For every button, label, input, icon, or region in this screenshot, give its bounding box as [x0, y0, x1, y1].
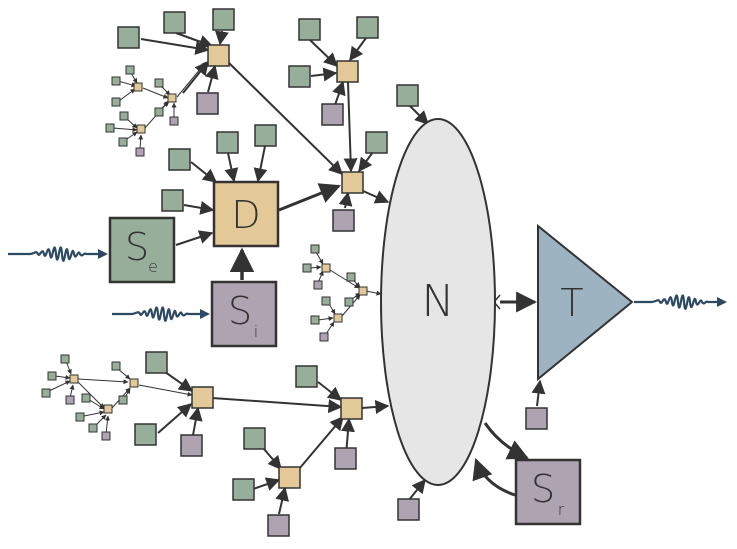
label-Se-sub: e [148, 257, 158, 276]
box-Sr: S r [514, 458, 582, 526]
label-N: N [422, 276, 455, 327]
label-T: T [560, 281, 583, 325]
output-wave [634, 294, 722, 310]
label-Si-main: S [228, 289, 252, 333]
label-Si-sub: i [254, 322, 258, 341]
input-wave-e [8, 246, 104, 262]
edges [140, 30, 546, 515]
box-Si: S i [210, 280, 278, 348]
output-triangle [537, 223, 634, 382]
box-Se: S e [108, 216, 176, 284]
mini-nodes [41, 65, 368, 441]
label-Se-main: S [125, 225, 149, 269]
input-wave-i [112, 306, 205, 322]
label-Sr-main: S [531, 467, 555, 511]
medium-nodes [117, 8, 548, 537]
label-Sr-sub: r [558, 500, 565, 519]
box-D: D [212, 180, 280, 248]
network-ellipse [380, 118, 496, 486]
label-D: D [231, 193, 260, 237]
